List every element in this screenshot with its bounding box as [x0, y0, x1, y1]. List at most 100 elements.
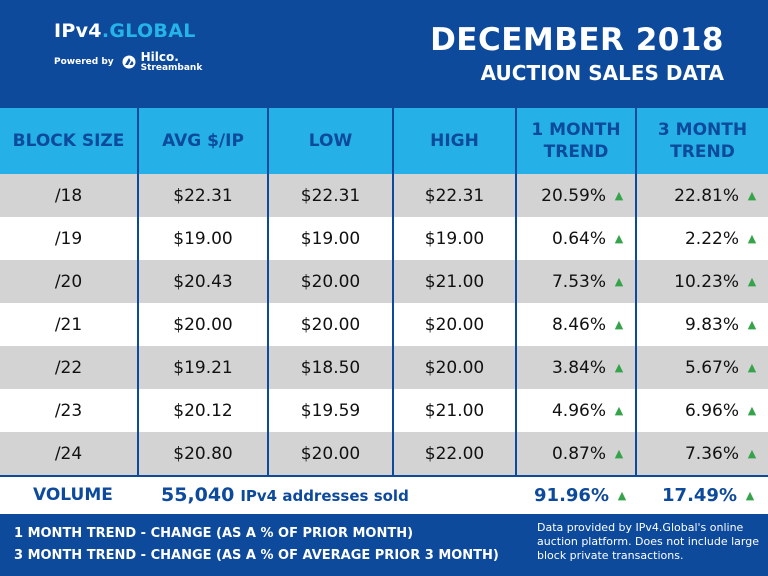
- header-1-month-trend: 1 MONTH TREND: [517, 108, 637, 174]
- cell-high: $21.00: [394, 389, 517, 432]
- cell-high: $22.31: [394, 174, 517, 217]
- cell-block: /21: [0, 303, 139, 346]
- cell-avg: $20.00: [139, 303, 269, 346]
- ipv4-global-logo: IPv4.GLOBAL Powered by Hilco. Streambank: [54, 20, 202, 73]
- table-row: /24 $20.80 $20.00 $22.00 0.87% ▲ 7.36% ▲: [0, 432, 768, 475]
- trend-3m-value: 10.23%: [674, 271, 739, 292]
- total-trend-1m: 91.96% ▲: [534, 485, 628, 506]
- volume-totals-row: VOLUME 55,040 IPv4 addresses sold 91.96% ▲…: [0, 475, 768, 514]
- trend-up-icon: ▲: [614, 361, 624, 374]
- cell-avg: $19.21: [139, 346, 269, 389]
- table-row: /20 $20.43 $20.00 $21.00 7.53% ▲ 10.23% ▲: [0, 260, 768, 303]
- table-row: /18 $22.31 $22.31 $22.31 20.59% ▲ 22.81% ▲: [0, 174, 768, 217]
- cell-trend-1m: 7.53% ▲: [517, 260, 637, 303]
- volume-label: VOLUME: [33, 485, 113, 505]
- logo-name-part2: .GLOBAL: [101, 20, 196, 42]
- report-title: DECEMBER 2018 AUCTION SALES DATA: [430, 22, 724, 86]
- cell-trend-3m: 6.96% ▲: [637, 389, 768, 432]
- trend-1m-value: 20.59%: [541, 185, 606, 206]
- total-trend-1m-value: 91.96%: [534, 485, 609, 506]
- trend-3m-value: 5.67%: [684, 357, 739, 378]
- header-high: HIGH: [394, 108, 517, 174]
- trend-up-icon: ▲: [614, 275, 624, 288]
- trend-up-icon: ▲: [614, 189, 624, 202]
- cell-trend-1m: 4.96% ▲: [517, 389, 637, 432]
- cell-block: /20: [0, 260, 139, 303]
- trend-1m-value: 8.46%: [551, 314, 606, 335]
- header-block-size: BLOCK SIZE: [0, 108, 139, 174]
- data-source-note: Data provided by IPv4.Global's online au…: [537, 521, 759, 562]
- cell-high: $20.00: [394, 303, 517, 346]
- trend-up-icon: ▲: [747, 361, 757, 374]
- table-row: /22 $19.21 $18.50 $20.00 3.84% ▲ 5.67% ▲: [0, 346, 768, 389]
- trend-up-icon: ▲: [747, 275, 757, 288]
- cell-trend-3m: 2.22% ▲: [637, 217, 768, 260]
- trend-3m-value: 9.83%: [684, 314, 739, 335]
- trend-1m-value: 0.64%: [551, 228, 606, 249]
- cell-avg: $22.31: [139, 174, 269, 217]
- cell-trend-3m: 7.36% ▲: [637, 432, 768, 475]
- trend-1m-value: 3.84%: [551, 357, 606, 378]
- volume-text: IPv4 addresses sold: [240, 487, 409, 505]
- trend-up-icon: ▲: [747, 447, 757, 460]
- footer-banner: 1 MONTH TREND - CHANGE (AS A % OF PRIOR …: [0, 514, 768, 576]
- cell-block: /18: [0, 174, 139, 217]
- trend-up-icon: ▲: [747, 318, 757, 331]
- trend-up-icon: ▲: [745, 489, 755, 502]
- volume-number: 55,040: [161, 484, 235, 506]
- table-row: /23 $20.12 $19.59 $21.00 4.96% ▲ 6.96% ▲: [0, 389, 768, 432]
- cell-trend-1m: 3.84% ▲: [517, 346, 637, 389]
- total-trend-3m-value: 17.49%: [662, 485, 737, 506]
- trend-1m-value: 0.87%: [551, 443, 606, 464]
- cell-high: $20.00: [394, 346, 517, 389]
- trend-up-icon: ▲: [747, 189, 757, 202]
- title-subtitle: AUCTION SALES DATA: [480, 61, 724, 85]
- trend-up-icon: ▲: [614, 318, 624, 331]
- cell-low: $20.00: [269, 303, 394, 346]
- partner-brand: Hilco. Streambank: [141, 51, 203, 73]
- title-month: DECEMBER 2018: [430, 22, 724, 58]
- cell-trend-3m: 9.83% ▲: [637, 303, 768, 346]
- cell-avg: $20.80: [139, 432, 269, 475]
- trend-3m-value: 6.96%: [684, 400, 739, 421]
- cell-trend-1m: 20.59% ▲: [517, 174, 637, 217]
- trend-3m-value: 7.36%: [684, 443, 739, 464]
- logo-name-part1: IPv4: [54, 20, 102, 42]
- powered-by-text: Powered by: [54, 57, 114, 67]
- trend-3m-value: 2.22%: [684, 228, 739, 249]
- trend-1m-value: 4.96%: [551, 400, 606, 421]
- cell-trend-3m: 5.67% ▲: [637, 346, 768, 389]
- cell-high: $19.00: [394, 217, 517, 260]
- table-body: /18 $22.31 $22.31 $22.31 20.59% ▲ 22.81% ▲…: [0, 174, 768, 475]
- cell-low: $22.31: [269, 174, 394, 217]
- trend-up-icon: ▲: [614, 404, 624, 417]
- header-banner: IPv4.GLOBAL Powered by Hilco. Streambank…: [0, 0, 768, 108]
- trend-up-icon: ▲: [614, 232, 624, 245]
- cell-high: $22.00: [394, 432, 517, 475]
- trend-up-icon: ▲: [617, 489, 627, 502]
- partner-subname: Streambank: [140, 63, 203, 73]
- table-row: /21 $20.00 $20.00 $20.00 8.46% ▲ 9.83% ▲: [0, 303, 768, 346]
- cell-trend-1m: 0.87% ▲: [517, 432, 637, 475]
- trend-up-icon: ▲: [614, 447, 624, 460]
- trend-3m-value: 22.81%: [674, 185, 739, 206]
- cell-block: /24: [0, 432, 139, 475]
- cell-trend-1m: 0.64% ▲: [517, 217, 637, 260]
- logo-wordmark: IPv4.GLOBAL: [54, 20, 202, 42]
- cell-high: $21.00: [394, 260, 517, 303]
- legend-1-month: 1 MONTH TREND - CHANGE (AS A % OF PRIOR …: [14, 526, 414, 541]
- table-row: /19 $19.00 $19.00 $19.00 0.64% ▲ 2.22% ▲: [0, 217, 768, 260]
- cell-low: $18.50: [269, 346, 394, 389]
- cell-block: /19: [0, 217, 139, 260]
- cell-block: /23: [0, 389, 139, 432]
- cell-trend-3m: 22.81% ▲: [637, 174, 768, 217]
- partner-name: Hilco.: [140, 50, 179, 64]
- cell-avg: $20.43: [139, 260, 269, 303]
- cell-low: $19.00: [269, 217, 394, 260]
- cell-low: $19.59: [269, 389, 394, 432]
- cell-avg: $20.12: [139, 389, 269, 432]
- trend-legend: 1 MONTH TREND - CHANGE (AS A % OF PRIOR …: [14, 523, 499, 567]
- cell-low: $20.00: [269, 260, 394, 303]
- total-trend-3m: 17.49% ▲: [662, 485, 756, 506]
- table-header: BLOCK SIZE AVG $/IP LOW HIGH 1 MONTH TRE…: [0, 108, 768, 174]
